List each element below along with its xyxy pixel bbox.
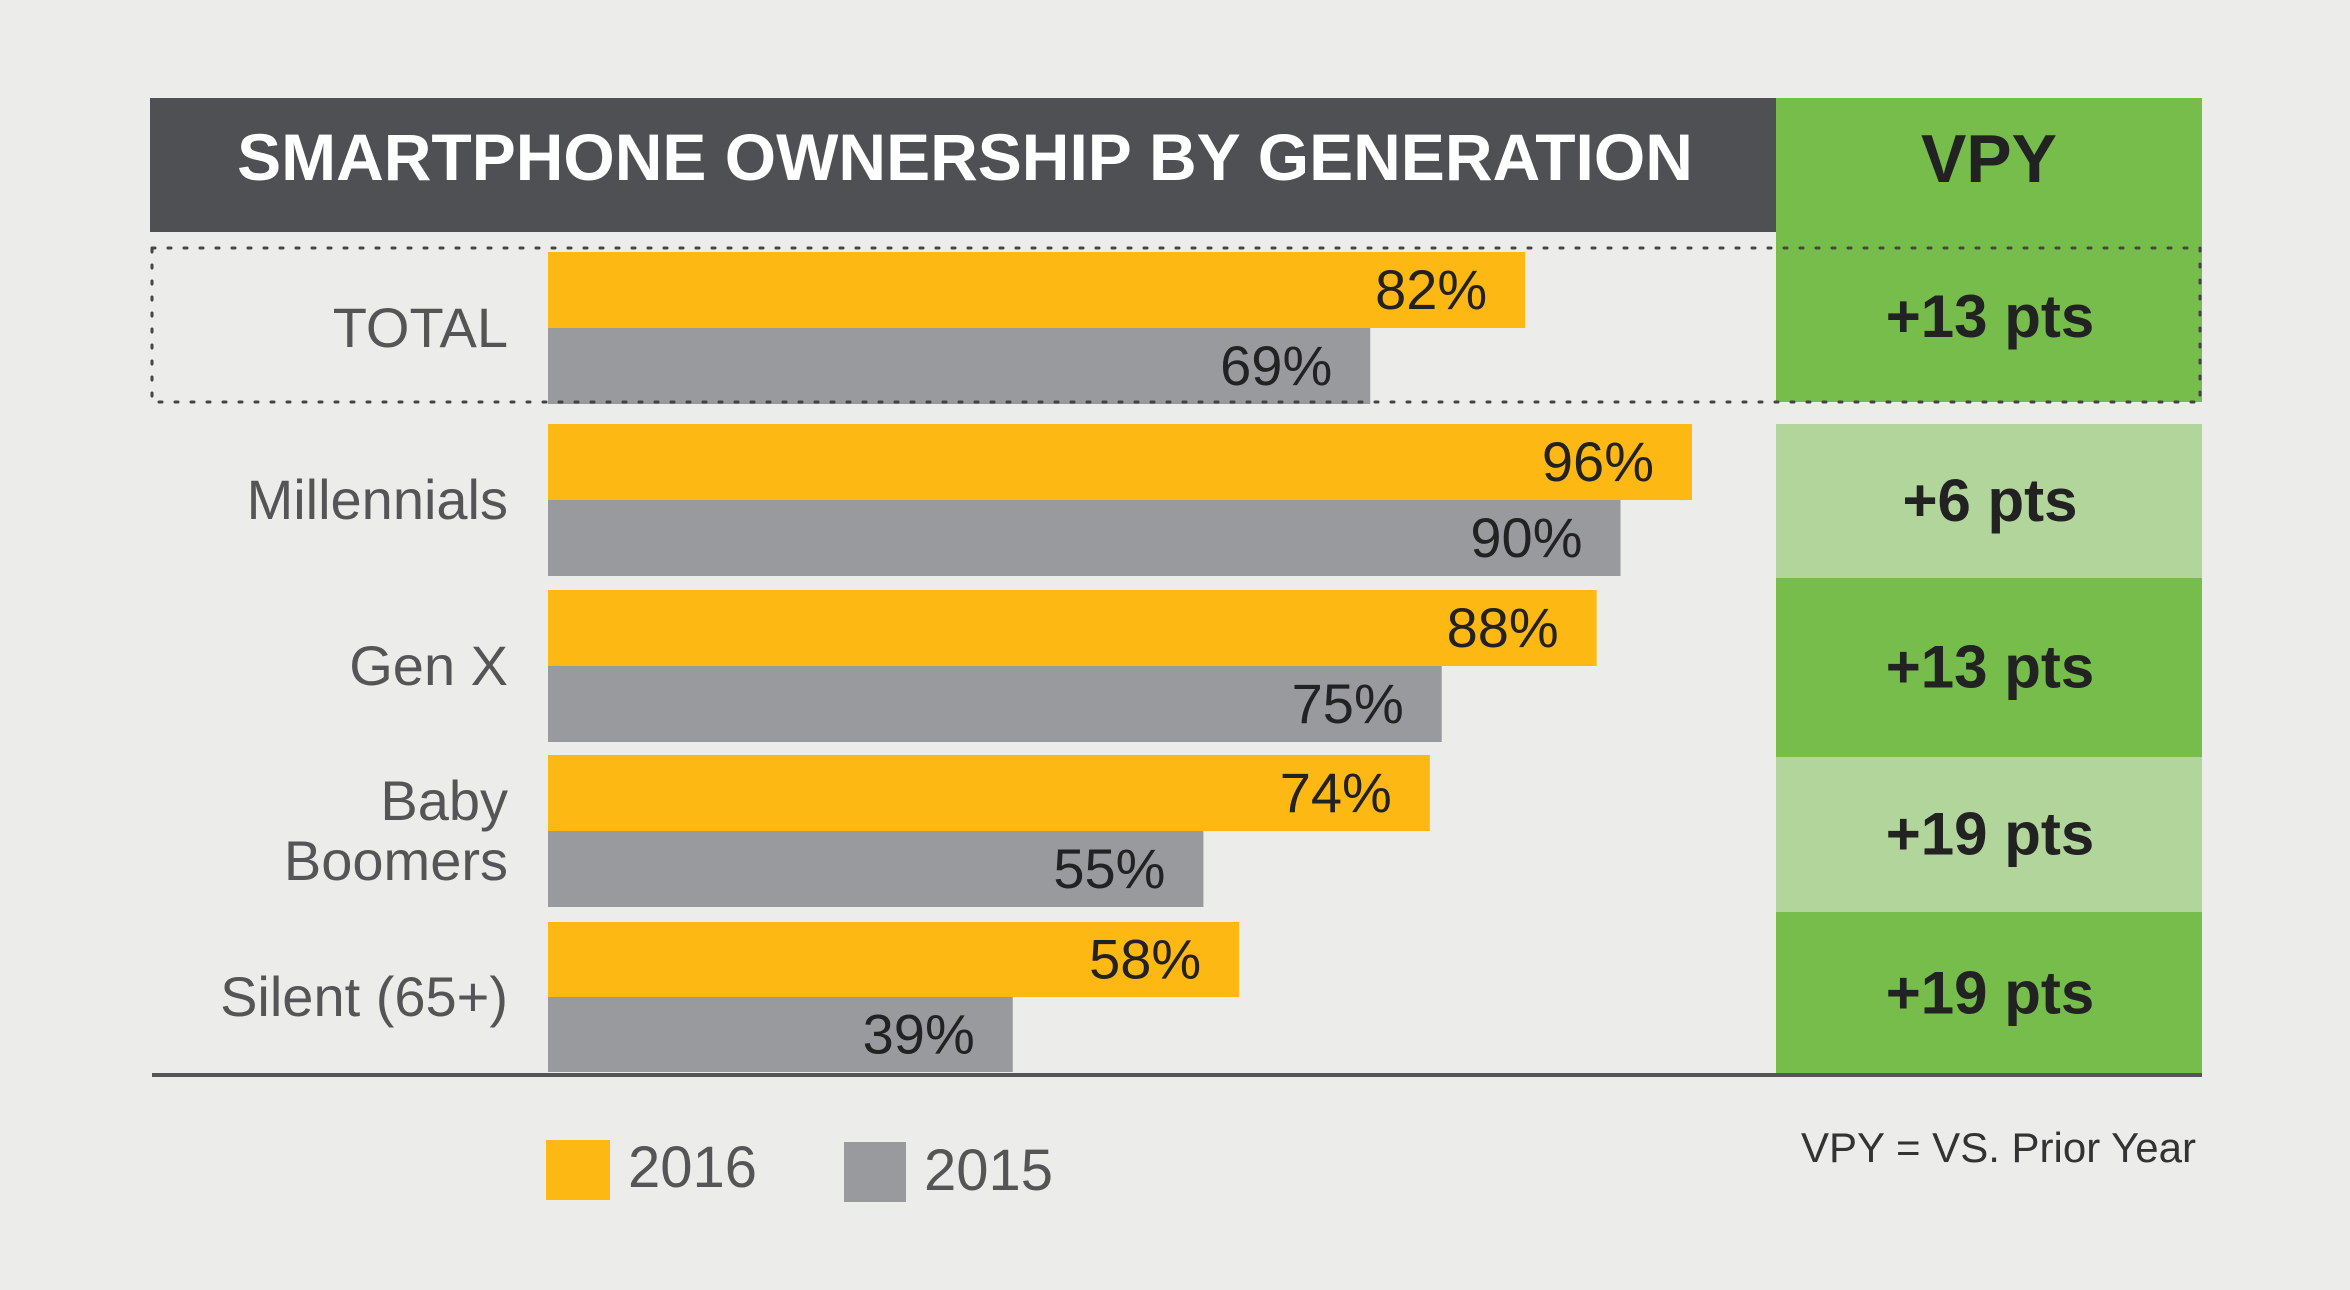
vpy-cell-millennials [1776,424,2202,578]
footnote: VPY = VS. Prior Year [1801,1124,2196,1171]
legend-label-2015: 2015 [924,1138,1053,1203]
category-label-baby-boomers-line-1: Baby [380,769,508,832]
data-label-2015-silent-65: 39% [863,1003,975,1066]
title-bar [150,98,1778,232]
bar-2016-gen-x [548,590,1597,666]
vpy-value-millennials: +6 pts [1902,467,2077,534]
category-label-gen-x: Gen X [349,634,508,697]
category-label-baby-boomers-line-2: Boomers [284,829,508,892]
data-label-2015-baby-boomers: 55% [1053,837,1165,900]
category-label-total: TOTAL [333,296,508,359]
data-label-2015-gen-x: 75% [1292,672,1404,735]
bar-2016-millennials [548,424,1692,500]
bar-2016-silent-65 [548,922,1240,997]
bar-2015-silent-65 [548,997,1013,1072]
vpy-cell-silent-65 [1776,912,2202,1075]
vpy-value-baby-boomers: +19 pts [1886,801,2094,868]
legend-swatch-2016 [546,1140,610,1200]
data-label-2016-total: 82% [1375,258,1487,321]
vpy-header-bg [1776,98,2202,232]
data-label-2016-millennials: 96% [1542,430,1654,493]
vpy-column: +13 pts +6 pts +13 pts +19 pts +19 pts [1776,232,2202,1075]
legend-label-2016: 2016 [628,1135,757,1200]
legend-swatch-2015 [844,1142,906,1202]
bar-2015-baby-boomers [548,831,1204,907]
total-highlight-box [150,246,2202,404]
category-label-millennials: Millennials [247,468,508,531]
vpy-cell-baby-boomers [1776,757,2202,912]
vpy-cell-total [1776,232,2202,402]
bar-group: 82% 69% 96% 90% 88% 75% 74% 55% 58% 39% [548,252,1692,1072]
data-label-2015-millennials: 90% [1470,506,1582,569]
data-label-2015-total: 69% [1220,334,1332,397]
bar-2016-baby-boomers [548,755,1430,831]
chart-title: SMARTPHONE OWNERSHIP BY GENERATION [237,120,1693,194]
vpy-cell-gen-x [1776,578,2202,757]
vpy-value-silent-65: +19 pts [1886,960,2094,1027]
bar-2015-millennials [548,500,1621,576]
bar-2016-total [548,252,1526,328]
data-label-2016-baby-boomers: 74% [1280,761,1392,824]
data-label-2016-silent-65: 58% [1089,928,1201,991]
category-label-silent-65: Silent (65+) [220,965,508,1028]
data-label-2016-gen-x: 88% [1447,596,1559,659]
vpy-value-gen-x: +13 pts [1886,634,2094,701]
bar-2015-gen-x [548,666,1442,742]
bar-2015-total [548,328,1371,404]
vpy-header: VPY [1921,121,2057,197]
legend: 2016 2015 [546,1135,1053,1203]
vpy-value-total: +13 pts [1886,283,2094,350]
